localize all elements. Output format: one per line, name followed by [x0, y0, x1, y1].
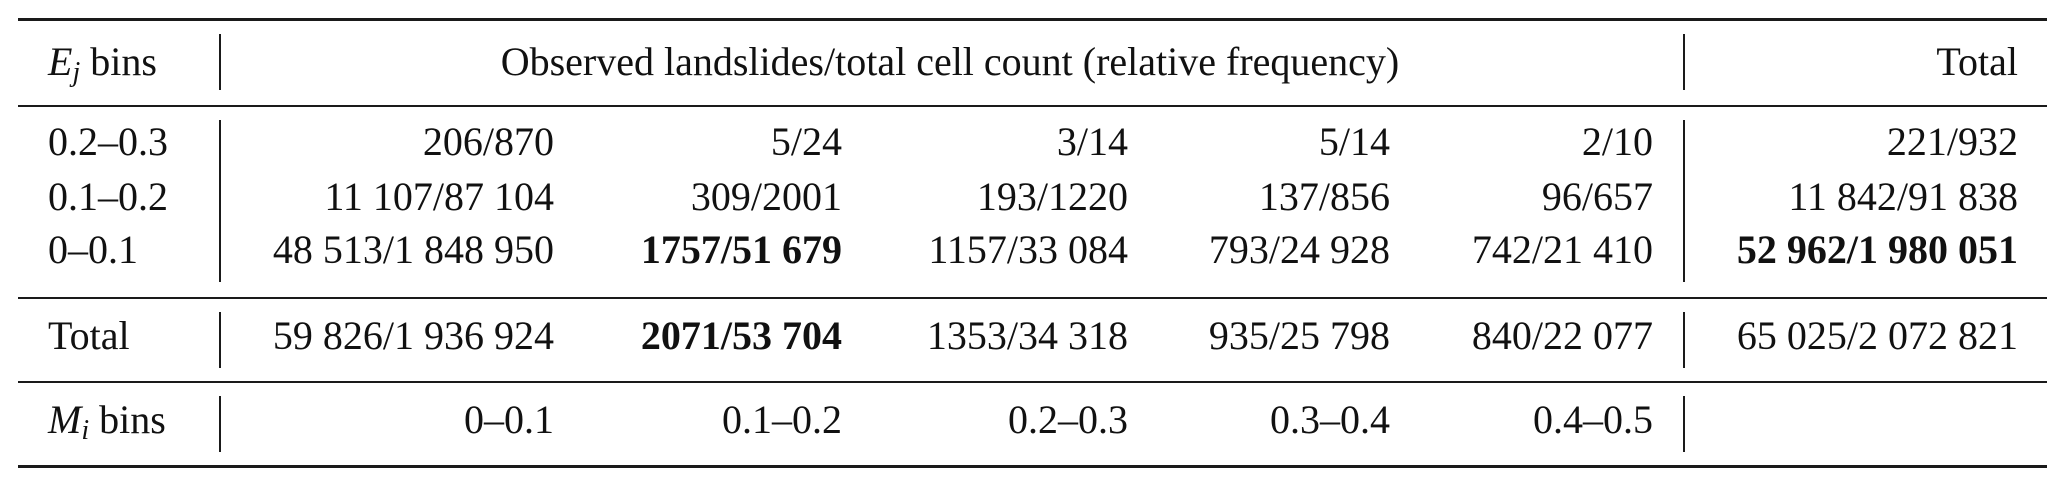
- table-cell: 96/657: [1541, 174, 1653, 219]
- row-label: 0.2–0.3: [48, 119, 168, 164]
- bottom-rule: [18, 465, 2047, 468]
- total-header: Total: [1936, 39, 2018, 84]
- row-total-highlight: 52 962/1 980 051: [1736, 227, 2018, 272]
- total-cell: 840/22 077: [1471, 313, 1653, 358]
- table-cell: 206/870: [422, 119, 554, 164]
- ej-suffix: bins: [80, 39, 157, 84]
- table-cell: 48 513/1 848 950: [272, 227, 554, 272]
- total-cell: 1353/34 318: [926, 313, 1128, 358]
- row-total: 221/932: [1886, 119, 2018, 164]
- vline-left-header: [219, 34, 221, 90]
- mi-bins-label: Mi bins: [48, 396, 166, 449]
- ej-var: E: [48, 39, 73, 84]
- vline-left-body: [219, 120, 221, 282]
- header-rule: [18, 105, 2047, 107]
- grand-total: 65 025/2 072 821: [1736, 313, 2018, 358]
- row-total: 11 842/91 838: [1788, 174, 2018, 219]
- total-rule: [18, 381, 2047, 383]
- total-row-label: Total: [48, 313, 130, 358]
- table-cell-highlight: 1757/51 679: [640, 227, 842, 272]
- ej-sub: j: [72, 57, 81, 88]
- mi-bin: 0.2–0.3: [1008, 397, 1128, 442]
- mi-bin: 0.4–0.5: [1533, 397, 1653, 442]
- table-cell: 742/21 410: [1471, 227, 1653, 272]
- body-rule: [18, 297, 2047, 299]
- total-cell: 59 826/1 936 924: [272, 313, 554, 358]
- vline-right-total: [1683, 312, 1685, 368]
- row-label: 0–0.1: [48, 227, 138, 272]
- total-cell-highlight: 2071/53 704: [640, 313, 842, 358]
- vline-left-mi: [219, 396, 221, 452]
- table-cell: 793/24 928: [1208, 227, 1390, 272]
- total-cell: 935/25 798: [1208, 313, 1390, 358]
- mi-bin: 0–0.1: [464, 397, 554, 442]
- vline-right-mi: [1683, 396, 1685, 452]
- row-label: 0.1–0.2: [48, 174, 168, 219]
- mi-bin: 0.1–0.2: [722, 397, 842, 442]
- ej-bins-header: Ej bins: [48, 38, 157, 91]
- vline-right-header: [1683, 34, 1685, 90]
- vline-left-total: [219, 312, 221, 368]
- table-cell: 193/1220: [976, 174, 1128, 219]
- vline-right-body: [1683, 120, 1685, 282]
- top-rule: [18, 18, 2047, 21]
- table-cell: 5/14: [1318, 119, 1390, 164]
- table-cell: 11 107/87 104: [324, 174, 554, 219]
- table-cell: 309/2001: [690, 174, 842, 219]
- mi-sub: i: [81, 415, 90, 446]
- span-title: Observed landslides/total cell count (re…: [500, 39, 1400, 84]
- mi-bin: 0.3–0.4: [1270, 397, 1390, 442]
- table-cell: 1157/33 084: [928, 227, 1128, 272]
- table-cell: 2/10: [1581, 119, 1653, 164]
- table-cell: 137/856: [1258, 174, 1390, 219]
- table-cell: 3/14: [1056, 119, 1128, 164]
- mi-var: M: [48, 397, 82, 442]
- table-cell: 5/24: [770, 119, 842, 164]
- mi-suffix: bins: [89, 397, 166, 442]
